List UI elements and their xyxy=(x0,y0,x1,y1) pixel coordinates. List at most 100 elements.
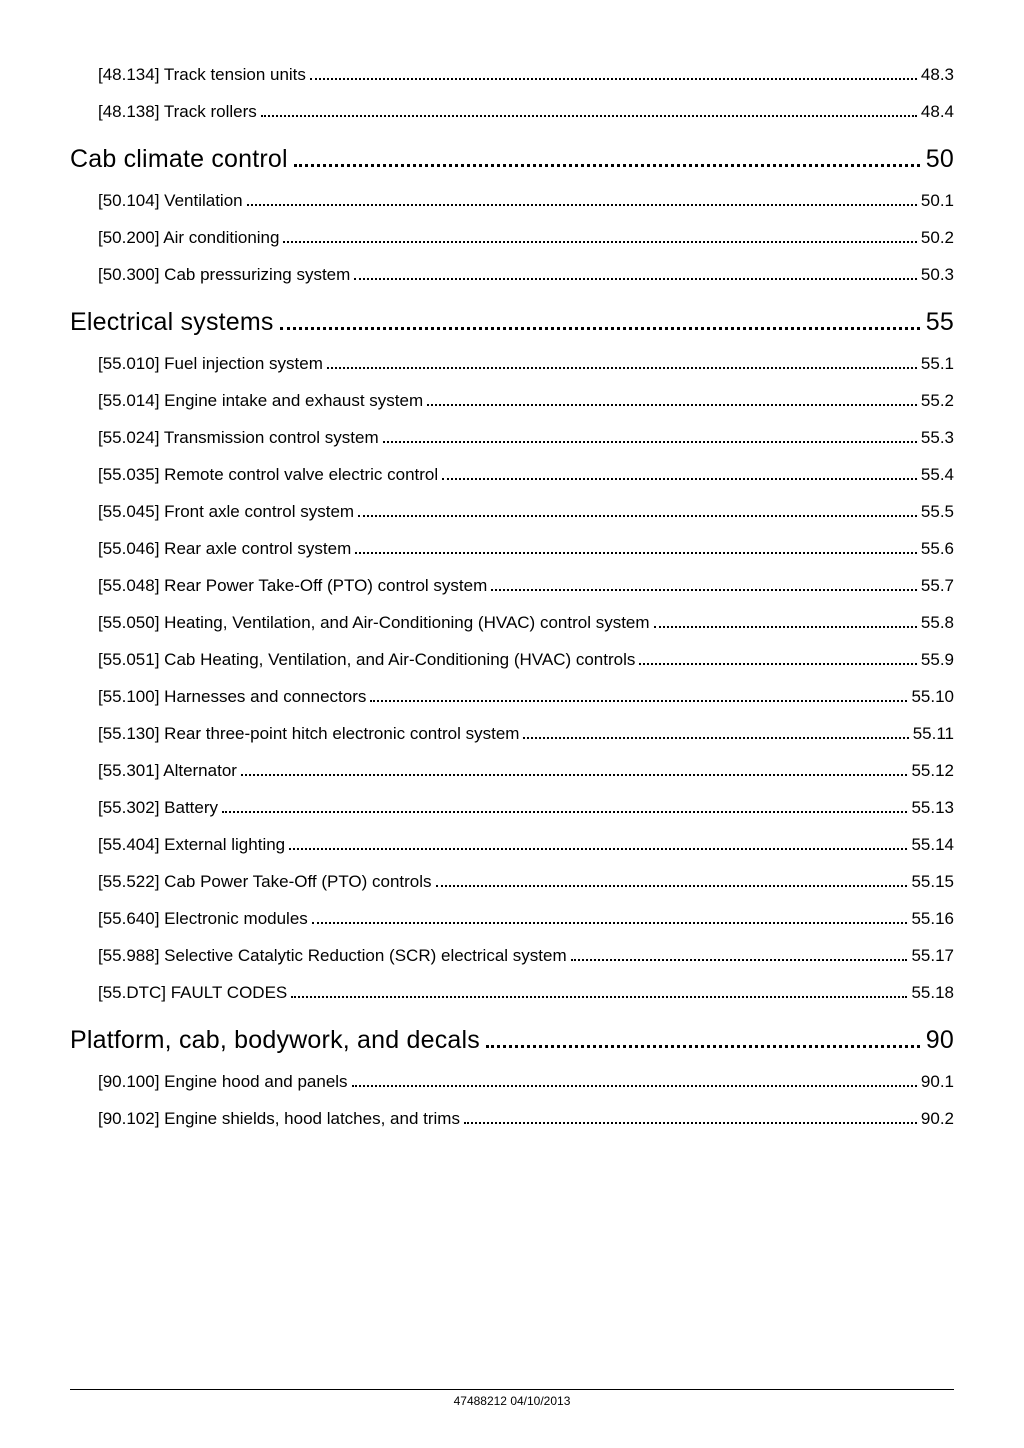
toc-entry: [50.104] Ventilation 50.1 xyxy=(98,191,954,211)
toc-entry: [55.050] Heating, Ventilation, and Air-C… xyxy=(98,613,954,633)
toc-entry: [55.522] Cab Power Take-Off (PTO) contro… xyxy=(98,872,954,892)
toc-entry: [55.301] Alternator 55.12 xyxy=(98,761,954,781)
toc-leader-dots xyxy=(354,266,917,280)
toc-entry: [55.988] Selective Catalytic Reduction (… xyxy=(98,946,954,966)
toc-page: 55.16 xyxy=(911,909,954,929)
toc-page: 55.12 xyxy=(911,761,954,781)
toc-leader-dots xyxy=(352,1073,917,1087)
toc-leader-dots xyxy=(280,307,920,330)
toc-content: [48.134] Track tension units 48.3 [48.138]… xyxy=(0,0,1024,1129)
toc-entry: [55.130] Rear three-point hitch electron… xyxy=(98,724,954,744)
toc-leader-dots xyxy=(241,762,908,776)
toc-page: 55.17 xyxy=(911,946,954,966)
toc-label: [55.DTC] FAULT CODES xyxy=(98,983,287,1003)
toc-entry: [55.046] Rear axle control system55.6 xyxy=(98,539,954,559)
toc-leader-dots xyxy=(358,503,917,517)
toc-page: 50 xyxy=(926,145,954,174)
toc-entry: [55.048] Rear Power Take-Off (PTO) contr… xyxy=(98,576,954,596)
toc-entry: [55.DTC] FAULT CODES 55.18 xyxy=(98,983,954,1003)
footer-text: 47488212 04/10/2013 xyxy=(454,1394,571,1408)
toc-label: [55.050] Heating, Ventilation, and Air-C… xyxy=(98,613,650,633)
page-footer: 47488212 04/10/2013 xyxy=(70,1389,954,1408)
toc-page: 50.1 xyxy=(921,191,954,211)
toc-label: [90.100] Engine hood and panels xyxy=(98,1072,348,1092)
toc-page: 90.2 xyxy=(921,1109,954,1129)
toc-label: [55.404] External lighting xyxy=(98,835,285,855)
toc-page: 50.3 xyxy=(921,265,954,285)
toc-leader-dots xyxy=(464,1110,917,1124)
toc-page: 55.11 xyxy=(913,724,954,744)
toc-entry: [55.100] Harnesses and connectors 55.10 xyxy=(98,687,954,707)
toc-label: [48.134] Track tension units xyxy=(98,65,306,85)
toc-entry: [55.045] Front axle control system 55.5 xyxy=(98,502,954,522)
toc-entry: [55.014] Engine intake and exhaust syste… xyxy=(98,391,954,411)
toc-page: 55.4 xyxy=(921,465,954,485)
toc-entry: [90.102] Engine shields, hood latches, a… xyxy=(98,1109,954,1129)
toc-page: 55.2 xyxy=(921,391,954,411)
toc-leader-dots xyxy=(427,392,917,406)
toc-label: [55.522] Cab Power Take-Off (PTO) contro… xyxy=(98,872,432,892)
toc-page: 90 xyxy=(926,1026,954,1055)
toc-leader-dots xyxy=(383,429,917,443)
toc-leader-dots xyxy=(291,984,907,998)
toc-entry: [90.100] Engine hood and panels 90.1 xyxy=(98,1072,954,1092)
toc-entry: [55.404] External lighting55.14 xyxy=(98,835,954,855)
toc-label: [55.988] Selective Catalytic Reduction (… xyxy=(98,946,567,966)
toc-leader-dots xyxy=(370,688,907,702)
toc-page: 55.9 xyxy=(921,650,954,670)
toc-label: [55.301] Alternator xyxy=(98,761,237,781)
toc-label: [55.024] Transmission control system xyxy=(98,428,379,448)
toc-label: [50.104] Ventilation xyxy=(98,191,243,211)
toc-page: 50.2 xyxy=(921,228,954,248)
toc-label: [55.640] Electronic modules xyxy=(98,909,308,929)
toc-entry: [55.302] Battery55.13 xyxy=(98,798,954,818)
toc-section: Platform, cab, bodywork, and decals90 xyxy=(70,1025,954,1055)
toc-label: [55.130] Rear three-point hitch electron… xyxy=(98,724,519,744)
toc-entry: [55.035] Remote control valve electric c… xyxy=(98,465,954,485)
toc-leader-dots xyxy=(571,947,908,961)
footer-rule xyxy=(70,1389,954,1390)
toc-page: 55.15 xyxy=(911,872,954,892)
toc-leader-dots xyxy=(523,725,908,739)
toc-label: [55.100] Harnesses and connectors xyxy=(98,687,366,707)
toc-page: 55.18 xyxy=(911,983,954,1003)
toc-entry: [55.640] Electronic modules 55.16 xyxy=(98,909,954,929)
toc-entry: [50.300] Cab pressurizing system 50.3 xyxy=(98,265,954,285)
toc-leader-dots xyxy=(247,192,917,206)
toc-leader-dots xyxy=(222,799,907,813)
toc-label: [55.010] Fuel injection system xyxy=(98,354,323,374)
toc-leader-dots xyxy=(442,466,917,480)
toc-page: 90.1 xyxy=(921,1072,954,1092)
toc-leader-dots xyxy=(491,577,917,591)
toc-page: 48.4 xyxy=(921,102,954,122)
toc-label: Electrical systems xyxy=(70,308,274,337)
toc-leader-dots xyxy=(312,910,908,924)
toc-leader-dots xyxy=(654,614,917,628)
toc-leader-dots xyxy=(294,144,920,167)
toc-leader-dots xyxy=(355,540,917,554)
toc-entry: [55.051] Cab Heating, Ventilation, and A… xyxy=(98,650,954,670)
toc-entry: [50.200] Air conditioning50.2 xyxy=(98,228,954,248)
toc-page: 55.8 xyxy=(921,613,954,633)
toc-label: [50.300] Cab pressurizing system xyxy=(98,265,350,285)
toc-leader-dots xyxy=(327,355,917,369)
toc-label: [90.102] Engine shields, hood latches, a… xyxy=(98,1109,460,1129)
toc-entry: [48.134] Track tension units 48.3 xyxy=(98,65,954,85)
toc-label: [55.014] Engine intake and exhaust syste… xyxy=(98,391,423,411)
toc-leader-dots xyxy=(283,229,916,243)
toc-leader-dots xyxy=(261,103,917,117)
toc-page: 55.10 xyxy=(911,687,954,707)
toc-entry: [55.010] Fuel injection system55.1 xyxy=(98,354,954,374)
toc-section: Electrical systems 55 xyxy=(70,307,954,337)
toc-label: [55.051] Cab Heating, Ventilation, and A… xyxy=(98,650,635,670)
toc-page: 55.7 xyxy=(921,576,954,596)
toc-entry: [48.138] Track rollers48.4 xyxy=(98,102,954,122)
toc-section: Cab climate control 50 xyxy=(70,144,954,174)
toc-page: 48.3 xyxy=(921,65,954,85)
toc-page: 55.5 xyxy=(921,502,954,522)
toc-label: [55.035] Remote control valve electric c… xyxy=(98,465,438,485)
toc-leader-dots xyxy=(486,1025,920,1048)
toc-label: Cab climate control xyxy=(70,145,288,174)
toc-label: [55.045] Front axle control system xyxy=(98,502,354,522)
toc-page: 55 xyxy=(926,308,954,337)
